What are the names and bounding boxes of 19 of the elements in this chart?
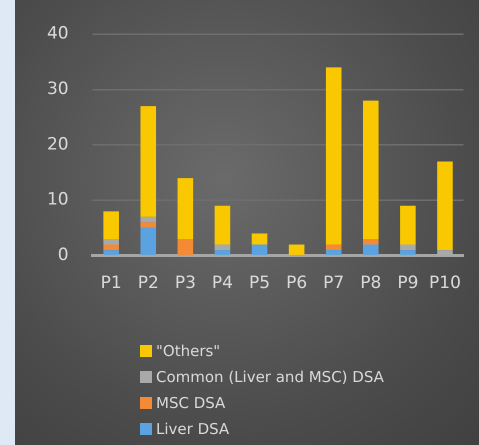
y-tick-label: 30 bbox=[46, 78, 69, 99]
legend-label: MSC DSA bbox=[156, 393, 226, 414]
x-tick-label: P6 bbox=[286, 273, 308, 294]
y-tick-label: 40 bbox=[46, 24, 69, 44]
y-tick-label: 10 bbox=[46, 190, 69, 210]
x-tick-label: P3 bbox=[174, 273, 196, 294]
x-tick-label: P10 bbox=[429, 273, 461, 294]
x-tick-label: P1 bbox=[100, 273, 122, 294]
y-tick-label: 20 bbox=[46, 134, 69, 154]
legend-label: Liver DSA bbox=[156, 419, 230, 440]
y-tick-label: 0 bbox=[58, 245, 69, 266]
x-tick-label: P9 bbox=[397, 273, 418, 294]
x-tick-label: P4 bbox=[212, 273, 233, 294]
x-tick-label: P5 bbox=[248, 273, 270, 294]
legend-label: Common (Liver and MSC) DSA bbox=[156, 367, 384, 388]
x-tick-label: P2 bbox=[138, 273, 159, 294]
legend-label: "Others" bbox=[156, 341, 220, 362]
x-tick-label: P7 bbox=[323, 273, 344, 294]
x-tick-label: P8 bbox=[360, 273, 382, 294]
